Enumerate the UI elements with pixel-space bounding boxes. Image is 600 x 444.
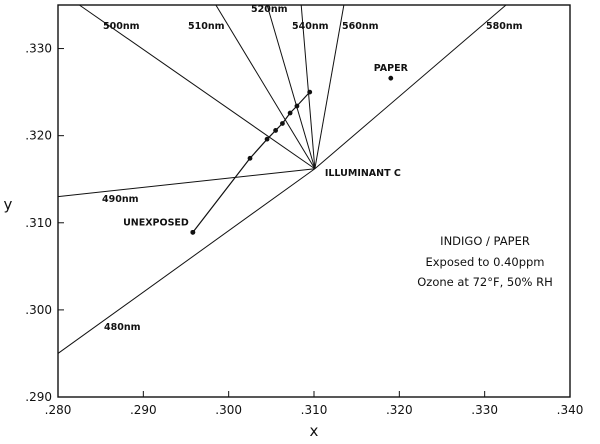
y-tick-label: .310 [25, 216, 52, 230]
x-tick-label: .330 [471, 403, 498, 417]
wavelength-line [79, 4, 316, 170]
wavelength-line [314, 4, 345, 169]
data-point [307, 89, 313, 95]
annotation-line: Exposed to 0.40ppm [425, 255, 544, 269]
y-tick-label: .320 [25, 129, 52, 143]
y-axis-label: y [4, 196, 13, 214]
x-axis-label: x [310, 422, 319, 440]
wavelength-label: 480nm [104, 322, 141, 333]
x-tick-label: .300 [215, 403, 242, 417]
wavelength-label: 510nm [188, 21, 225, 32]
illuminant-label: ILLUMINANT C [325, 168, 401, 179]
data-point [264, 136, 270, 142]
wavelength-label: 580nm [486, 21, 523, 32]
paper-label: PAPER [374, 63, 409, 74]
data-point [280, 121, 285, 126]
wavelength-label: 540nm [292, 21, 329, 32]
wavelength-label: 560nm [342, 21, 379, 32]
wavelength-line [314, 4, 507, 170]
wavelength-label: 490nm [102, 194, 139, 205]
data-point [287, 110, 293, 116]
data-point [294, 103, 300, 109]
annotation-line: INDIGO / PAPER [440, 234, 530, 248]
x-tick-label: .310 [301, 403, 328, 417]
data-point [247, 155, 253, 161]
unexposed-label: UNEXPOSED [123, 217, 189, 228]
wavelength-line [300, 4, 316, 169]
wavelength-line [215, 4, 316, 170]
x-tick-label: .280 [45, 403, 72, 417]
y-tick-label: .330 [25, 42, 52, 56]
wavelength-line [57, 168, 316, 354]
annotation-line: Ozone at 72°F, 50% RH [417, 275, 553, 289]
x-tick-label: .290 [130, 403, 157, 417]
y-tick-label: .290 [25, 390, 52, 404]
wavelength-line [266, 4, 316, 169]
y-tick-label: .300 [25, 303, 52, 317]
x-tick-label: .320 [386, 403, 413, 417]
wavelength-label: 500nm [103, 21, 140, 32]
data-point [273, 128, 278, 133]
x-tick-label: .340 [557, 403, 584, 417]
wavelength-line [57, 168, 315, 198]
labeled-point [388, 75, 394, 81]
wavelength-label: 520nm [251, 4, 288, 15]
labeled-point [190, 229, 196, 235]
